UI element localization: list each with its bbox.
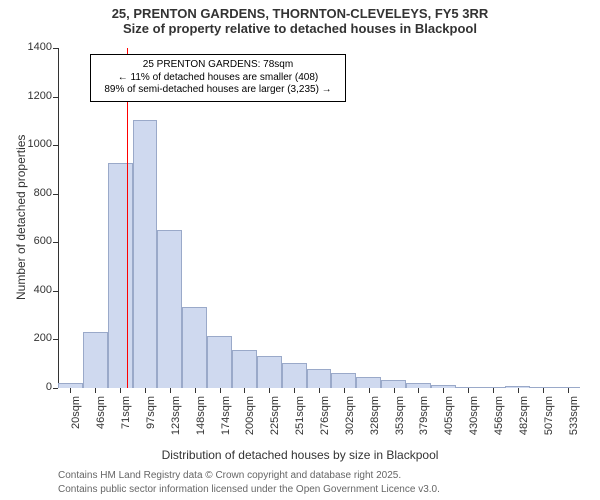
x-tick-label: 353sqm — [394, 396, 406, 446]
histogram-bar — [282, 363, 307, 389]
histogram-bar — [133, 120, 158, 388]
x-tick-mark — [95, 388, 96, 393]
histogram-bar — [108, 163, 133, 388]
x-tick-mark — [568, 388, 569, 393]
histogram-bar — [381, 380, 406, 389]
x-tick-mark — [369, 388, 370, 393]
chart-container: { "chart": { "type": "histogram", "title… — [0, 0, 600, 500]
y-tick-label: 1000 — [18, 138, 52, 150]
histogram-bar — [307, 369, 332, 388]
y-tick-mark — [53, 388, 58, 389]
x-tick-mark — [543, 388, 544, 393]
x-tick-label: 148sqm — [195, 396, 207, 446]
x-tick-label: 482sqm — [518, 396, 530, 446]
x-tick-label: 251sqm — [294, 396, 306, 446]
chart-title-line2: Size of property relative to detached ho… — [0, 21, 600, 36]
y-tick-label: 0 — [18, 381, 52, 393]
x-tick-mark — [394, 388, 395, 393]
histogram-bar — [207, 336, 232, 388]
y-axis-label: Number of detached properties — [14, 135, 28, 300]
x-tick-label: 225sqm — [269, 396, 281, 446]
y-tick-label: 800 — [18, 187, 52, 199]
x-tick-mark — [493, 388, 494, 393]
y-tick-mark — [53, 145, 58, 146]
x-tick-mark — [294, 388, 295, 393]
histogram-bar — [232, 350, 257, 388]
y-tick-mark — [53, 48, 58, 49]
x-tick-label: 379sqm — [418, 396, 430, 446]
x-tick-label: 200sqm — [244, 396, 256, 446]
chart-title-line1: 25, PRENTON GARDENS, THORNTON-CLEVELEYS,… — [0, 6, 600, 21]
x-tick-mark — [269, 388, 270, 393]
footnote-line1: Contains HM Land Registry data © Crown c… — [58, 470, 401, 481]
annotation-line: 89% of semi-detached houses are larger (… — [97, 84, 339, 97]
y-tick-label: 200 — [18, 332, 52, 344]
y-tick-label: 600 — [18, 235, 52, 247]
x-tick-mark — [70, 388, 71, 393]
y-tick-label: 1400 — [18, 41, 52, 53]
histogram-bar — [157, 230, 182, 388]
x-tick-label: 276sqm — [319, 396, 331, 446]
y-tick-mark — [53, 194, 58, 195]
x-tick-mark — [145, 388, 146, 393]
x-tick-mark — [518, 388, 519, 393]
x-tick-mark — [319, 388, 320, 393]
y-tick-mark — [53, 339, 58, 340]
x-tick-label: 174sqm — [220, 396, 232, 446]
x-tick-mark — [220, 388, 221, 393]
x-tick-mark — [344, 388, 345, 393]
y-tick-mark — [53, 291, 58, 292]
x-tick-mark — [195, 388, 196, 393]
x-tick-label: 71sqm — [120, 396, 132, 446]
y-tick-label: 1200 — [18, 90, 52, 102]
x-tick-label: 302sqm — [344, 396, 356, 446]
x-tick-label: 123sqm — [170, 396, 182, 446]
x-tick-mark — [244, 388, 245, 393]
x-tick-mark — [170, 388, 171, 393]
x-tick-label: 456sqm — [493, 396, 505, 446]
x-tick-label: 533sqm — [568, 396, 580, 446]
x-tick-label: 20sqm — [70, 396, 82, 446]
histogram-bar — [356, 377, 381, 388]
histogram-bar — [331, 373, 356, 388]
x-tick-mark — [468, 388, 469, 393]
x-tick-mark — [418, 388, 419, 393]
chart-title-block: 25, PRENTON GARDENS, THORNTON-CLEVELEYS,… — [0, 0, 600, 36]
x-tick-label: 507sqm — [543, 396, 555, 446]
x-tick-label: 430sqm — [468, 396, 480, 446]
x-tick-mark — [120, 388, 121, 393]
x-tick-label: 328sqm — [369, 396, 381, 446]
x-tick-label: 46sqm — [95, 396, 107, 446]
annotation-box: 25 PRENTON GARDENS: 78sqm← 11% of detach… — [90, 54, 346, 102]
y-tick-label: 400 — [18, 284, 52, 296]
y-axis-line — [58, 48, 59, 388]
footnote-line2: Contains public sector information licen… — [58, 484, 440, 495]
histogram-bar — [257, 356, 282, 388]
histogram-bar — [83, 332, 108, 388]
y-tick-mark — [53, 97, 58, 98]
x-axis-label: Distribution of detached houses by size … — [0, 448, 600, 462]
x-tick-mark — [443, 388, 444, 393]
annotation-line: ← 11% of detached houses are smaller (40… — [97, 72, 339, 85]
annotation-line: 25 PRENTON GARDENS: 78sqm — [97, 59, 339, 72]
y-tick-mark — [53, 242, 58, 243]
x-tick-label: 405sqm — [443, 396, 455, 446]
histogram-bar — [182, 307, 207, 388]
x-tick-label: 97sqm — [145, 396, 157, 446]
